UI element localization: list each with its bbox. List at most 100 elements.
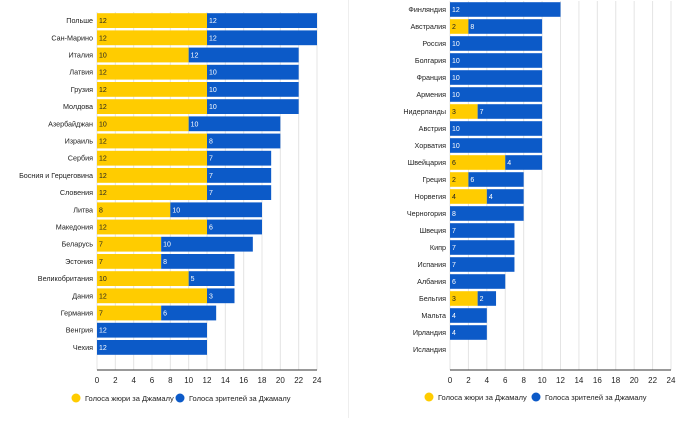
- left-bar-viewers-германия: [161, 305, 217, 321]
- left-bar-jury-польше: [97, 13, 207, 28]
- right-category-label-испания: Испания: [417, 260, 446, 269]
- right-value-label-viewers-греция: 6: [470, 177, 474, 184]
- left-bar-chart: Польше 12 12 Сан-Марино 12 12 Италия 10 12 Латвия…: [19, 12, 322, 403]
- left-category-label-италия: Италия: [69, 51, 94, 60]
- left-legend-jury-swatch: [71, 393, 81, 403]
- left-value-label-jury-грузия: 12: [99, 87, 107, 94]
- left-bar-jury-молдова: [97, 99, 207, 114]
- right-bar-viewers-швеция: [450, 223, 515, 238]
- right-category-label-болгария: Болгария: [415, 56, 446, 65]
- left-value-label-viewers-польше: 12: [209, 18, 217, 25]
- left-bar-viewers-грузия: [207, 82, 299, 97]
- left-bar-viewers-латвия: [207, 64, 299, 80]
- left-category-label-беларусь: Беларусь: [62, 240, 94, 249]
- right-value-label-viewers-бельгия: 2: [480, 296, 484, 303]
- right-x-tick-label-0: 0: [448, 376, 453, 385]
- left-value-label-viewers-грузия: 10: [209, 87, 217, 94]
- right-category-label-черногория: Черногория: [407, 209, 446, 218]
- right-category-label-нидерланды: Нидерланды: [403, 107, 446, 116]
- right-x-tick-label-22: 22: [648, 376, 657, 385]
- left-value-label-jury-македония: 12: [99, 225, 107, 232]
- left-value-label-viewers-беларусь: 10: [163, 242, 171, 249]
- right-value-label-jury-греция: 2: [452, 177, 456, 184]
- left-value-label-viewers-босния-и-герцеговина: 7: [209, 173, 213, 180]
- left-bar-viewers-чехия: [97, 340, 207, 355]
- right-bar-viewers-швейцария: [505, 155, 543, 170]
- left-category-label-грузия: Грузия: [71, 85, 93, 94]
- left-bar-jury-италия: [97, 47, 189, 63]
- left-bar-jury-азербайджан: [97, 116, 189, 132]
- right-bar-viewers-армения: [450, 87, 543, 102]
- right-value-label-viewers-армения: 10: [452, 92, 460, 99]
- left-bar-jury-великобритания: [97, 271, 189, 286]
- left-bar-jury-литва: [97, 202, 171, 218]
- left-chart-panel: Польше 12 12 Сан-Марино 12 12 Италия 10 12 Латвия…: [0, 0, 345, 418]
- right-category-label-финляндия: Финляндия: [408, 5, 446, 14]
- left-category-label-польше: Польше: [66, 16, 93, 25]
- left-value-label-jury-латвия: 12: [99, 70, 107, 77]
- left-category-label-дания: Дания: [72, 291, 93, 300]
- right-value-label-jury-бельгия: 3: [452, 296, 456, 303]
- left-x-tick-label-6: 6: [150, 376, 155, 385]
- right-bar-jury-норвегия: [450, 189, 487, 204]
- left-category-label-азербайджан: Азербайджан: [48, 119, 93, 128]
- left-bar-viewers-молдова: [207, 99, 299, 114]
- right-value-label-viewers-хорватия: 10: [452, 143, 460, 150]
- right-legend-jury-label: Голоса жюри за Джамалу: [438, 393, 527, 402]
- right-category-label-греция: Греция: [422, 175, 446, 184]
- right-bar-jury-нидерланды: [450, 104, 478, 119]
- left-x-tick-label-8: 8: [168, 376, 173, 385]
- left-bar-jury-израиль: [97, 133, 207, 149]
- left-value-label-jury-италия: 10: [99, 53, 107, 60]
- left-x-tick-label-10: 10: [184, 376, 193, 385]
- left-category-label-сербия: Сербия: [68, 154, 93, 163]
- left-category-label-босния-и-герцеговина: Босния и Герцеговина: [19, 171, 93, 180]
- left-x-tick-label-4: 4: [131, 376, 136, 385]
- right-value-label-viewers-австрия: 10: [452, 126, 460, 133]
- left-value-label-jury-молдова: 12: [99, 104, 107, 111]
- right-bar-viewers-кипр: [450, 240, 515, 255]
- left-x-tick-label-16: 16: [239, 376, 248, 385]
- right-value-label-jury-австралия: 2: [452, 24, 456, 31]
- right-bar-viewers-греция: [468, 172, 524, 187]
- left-bar-viewers-сан-марино: [207, 30, 317, 46]
- left-value-label-jury-дания: 12: [99, 293, 107, 300]
- left-value-label-viewers-великобритания: 5: [191, 276, 195, 283]
- right-bar-jury-бельгия: [450, 291, 478, 306]
- left-value-label-viewers-азербайджан: 10: [191, 121, 199, 128]
- left-value-label-viewers-словения: 7: [209, 190, 213, 197]
- right-x-tick-label-16: 16: [593, 376, 602, 385]
- right-value-label-viewers-швейцария: 4: [507, 160, 511, 167]
- right-bar-viewers-россия: [450, 36, 543, 51]
- left-category-label-эстония: Эстония: [65, 257, 93, 266]
- right-legend-jury-swatch: [424, 392, 434, 402]
- left-bar-jury-беларусь: [97, 236, 162, 252]
- left-bar-jury-словения: [97, 185, 207, 200]
- right-x-tick-label-14: 14: [574, 376, 583, 385]
- right-bar-viewers-мальта: [450, 308, 487, 323]
- right-bar-viewers-финляндия: [450, 2, 561, 17]
- left-x-tick-label-22: 22: [294, 376, 303, 385]
- panel-divider: [348, 0, 349, 418]
- right-legend-viewers-label: Голоса зрителей за Джамалу: [545, 393, 647, 402]
- right-value-label-jury-нидерланды: 3: [452, 109, 456, 116]
- left-value-label-viewers-италия: 12: [191, 53, 199, 60]
- right-category-label-ирландия: Ирландия: [413, 328, 446, 337]
- right-category-label-хорватия: Хорватия: [415, 141, 447, 150]
- right-x-tick-label-4: 4: [485, 376, 490, 385]
- left-bar-viewers-израиль: [207, 133, 281, 149]
- left-value-label-jury-польше: 12: [99, 18, 107, 25]
- left-value-label-viewers-сан-марино: 12: [209, 35, 217, 42]
- left-bar-viewers-словения: [207, 185, 272, 200]
- right-x-tick-label-20: 20: [630, 376, 639, 385]
- right-category-label-албания: Албания: [417, 277, 446, 286]
- right-bar-chart: Финляндия 12 Австралия 2 8 Россия 10 Болгария 10…: [403, 1, 676, 402]
- left-category-label-германия: Германия: [61, 309, 93, 318]
- right-category-label-швейцария: Швейцария: [408, 158, 446, 167]
- left-bar-jury-сан-марино: [97, 30, 207, 46]
- left-value-label-jury-словения: 12: [99, 190, 107, 197]
- left-bar-jury-эстония: [97, 254, 162, 269]
- left-bar-viewers-сербия: [207, 150, 272, 166]
- left-value-label-viewers-латвия: 10: [209, 70, 217, 77]
- left-bar-jury-латвия: [97, 64, 207, 80]
